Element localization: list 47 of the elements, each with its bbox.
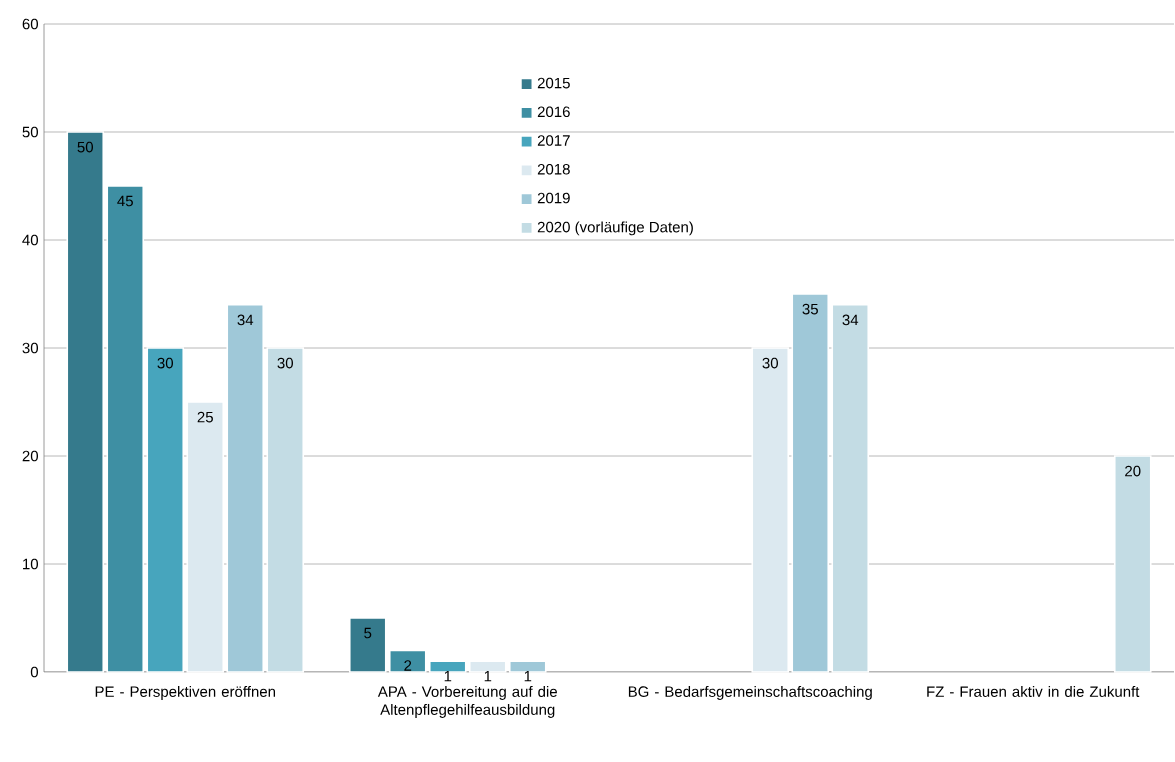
- data-label: 5: [364, 627, 372, 639]
- bar: [348, 617, 387, 673]
- data-label: 1: [524, 671, 532, 682]
- x-tick-label: BG - Bedarfsgemeinschaftscoaching: [628, 685, 872, 700]
- bar: [146, 347, 185, 673]
- y-tick-label: 50: [22, 126, 38, 138]
- bar: [831, 304, 870, 673]
- x-tick-label: FZ - Frauen aktiv in die Zukunft: [927, 685, 1140, 697]
- bar: [751, 347, 790, 673]
- bar: [508, 660, 547, 673]
- data-label: 45: [117, 195, 133, 207]
- data-label: 20: [1125, 465, 1141, 477]
- bar: [226, 304, 265, 673]
- bar: [66, 131, 105, 673]
- bar: [428, 660, 467, 673]
- bar: [1113, 455, 1152, 673]
- legend-label: 2018: [537, 163, 570, 175]
- bar: [468, 660, 507, 673]
- data-label: 34: [842, 314, 859, 326]
- data-label: 1: [484, 671, 492, 682]
- y-tick-label: 40: [22, 234, 38, 246]
- data-label: 30: [157, 357, 173, 369]
- y-tick-label: 0: [30, 666, 39, 678]
- data-label: 50: [77, 141, 93, 153]
- data-label: 30: [277, 357, 293, 369]
- bar: [791, 293, 830, 673]
- x-tick-label: PE - Perspektiven eröffnen: [95, 685, 276, 700]
- bar: [186, 401, 225, 673]
- legend-label: 2019: [537, 192, 570, 204]
- legend-label: 2020 (vorläufige Daten): [537, 221, 693, 236]
- data-label: 25: [197, 411, 213, 423]
- y-tick-label: 10: [23, 558, 38, 570]
- bar: [266, 347, 305, 673]
- data-label: 1: [444, 671, 452, 682]
- legend-label: 2016: [537, 106, 570, 118]
- y-tick-label: 60: [22, 18, 38, 30]
- bar: [388, 649, 427, 673]
- data-label: 34: [237, 314, 254, 326]
- data-label: 2: [404, 660, 412, 671]
- data-label: 30: [762, 357, 778, 369]
- legend-label: 2017: [537, 135, 570, 146]
- legend-label: 2015: [537, 77, 570, 89]
- bar: [106, 185, 145, 673]
- data-label: 35: [802, 303, 818, 315]
- y-tick-label: 30: [22, 342, 38, 354]
- y-tick-label: 20: [22, 450, 38, 462]
- x-tick-label: APA - Vorbereitung auf die Altenpflegehilfeausbildung: [377, 685, 557, 718]
